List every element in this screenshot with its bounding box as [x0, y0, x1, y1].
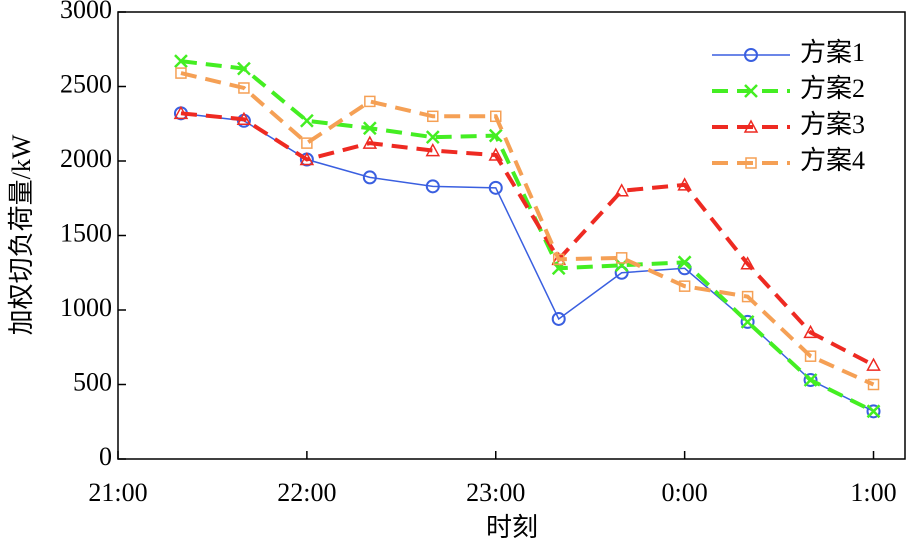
legend-label: 方案1 — [800, 38, 865, 67]
marker — [866, 357, 881, 371]
x-tick-label: 21:00 — [88, 478, 147, 507]
y-tick-label: 1500 — [60, 218, 112, 247]
legend-marker — [745, 157, 757, 169]
series-line — [180, 111, 875, 367]
marker — [488, 180, 503, 195]
marker — [740, 314, 755, 329]
x-tick-label: 1:00 — [850, 478, 896, 507]
marker — [425, 143, 441, 157]
marker — [677, 255, 692, 270]
marker — [362, 170, 377, 185]
y-tick-label: 2500 — [60, 69, 112, 98]
marker — [299, 113, 314, 128]
marker — [425, 179, 440, 194]
marker — [237, 61, 251, 76]
marker — [804, 350, 817, 362]
legend-label: 方案2 — [800, 74, 865, 103]
legend-marker — [744, 48, 758, 62]
y-tick-label: 500 — [73, 367, 112, 396]
marker — [615, 252, 628, 264]
legend-marker — [743, 119, 759, 133]
marker — [803, 324, 818, 339]
marker — [175, 67, 187, 79]
x-tick-label: 23:00 — [466, 478, 525, 507]
marker — [677, 177, 692, 191]
series-line — [180, 59, 875, 414]
marker — [238, 82, 250, 94]
y-tick-label: 2000 — [60, 144, 112, 173]
marker — [803, 373, 818, 388]
marker — [740, 256, 755, 270]
plot-frame — [117, 11, 906, 460]
y-tick-label: 0 — [99, 442, 112, 471]
legend-marker — [744, 84, 758, 98]
marker — [488, 128, 503, 143]
marker — [174, 54, 188, 69]
legend-label: 方案3 — [800, 110, 865, 139]
marker — [741, 290, 754, 303]
marker — [740, 315, 755, 329]
marker — [299, 151, 315, 166]
marker — [614, 183, 629, 197]
marker — [362, 135, 378, 149]
marker — [425, 130, 440, 145]
marker — [678, 280, 691, 292]
marker — [364, 95, 376, 108]
marker — [551, 311, 566, 326]
series-line — [180, 112, 874, 412]
marker — [427, 110, 439, 123]
marker — [803, 373, 818, 387]
y-tick-label: 1000 — [60, 293, 112, 322]
marker — [867, 378, 880, 391]
series-line — [180, 71, 875, 387]
x-axis-label: 时刻 — [486, 513, 538, 542]
marker — [488, 147, 504, 161]
x-tick-label: 22:00 — [277, 478, 336, 507]
marker — [301, 137, 313, 149]
marker — [236, 111, 252, 126]
marker — [866, 404, 881, 419]
marker — [173, 105, 189, 120]
marker — [866, 404, 881, 419]
y-tick-label: 3000 — [60, 0, 112, 24]
x-tick-label: 0:00 — [662, 478, 708, 507]
marker — [552, 253, 565, 266]
marker — [362, 121, 377, 136]
legend-label: 方案4 — [800, 146, 865, 175]
y-axis-label: 加权切负荷量/kW — [7, 134, 36, 335]
marker — [490, 110, 502, 123]
